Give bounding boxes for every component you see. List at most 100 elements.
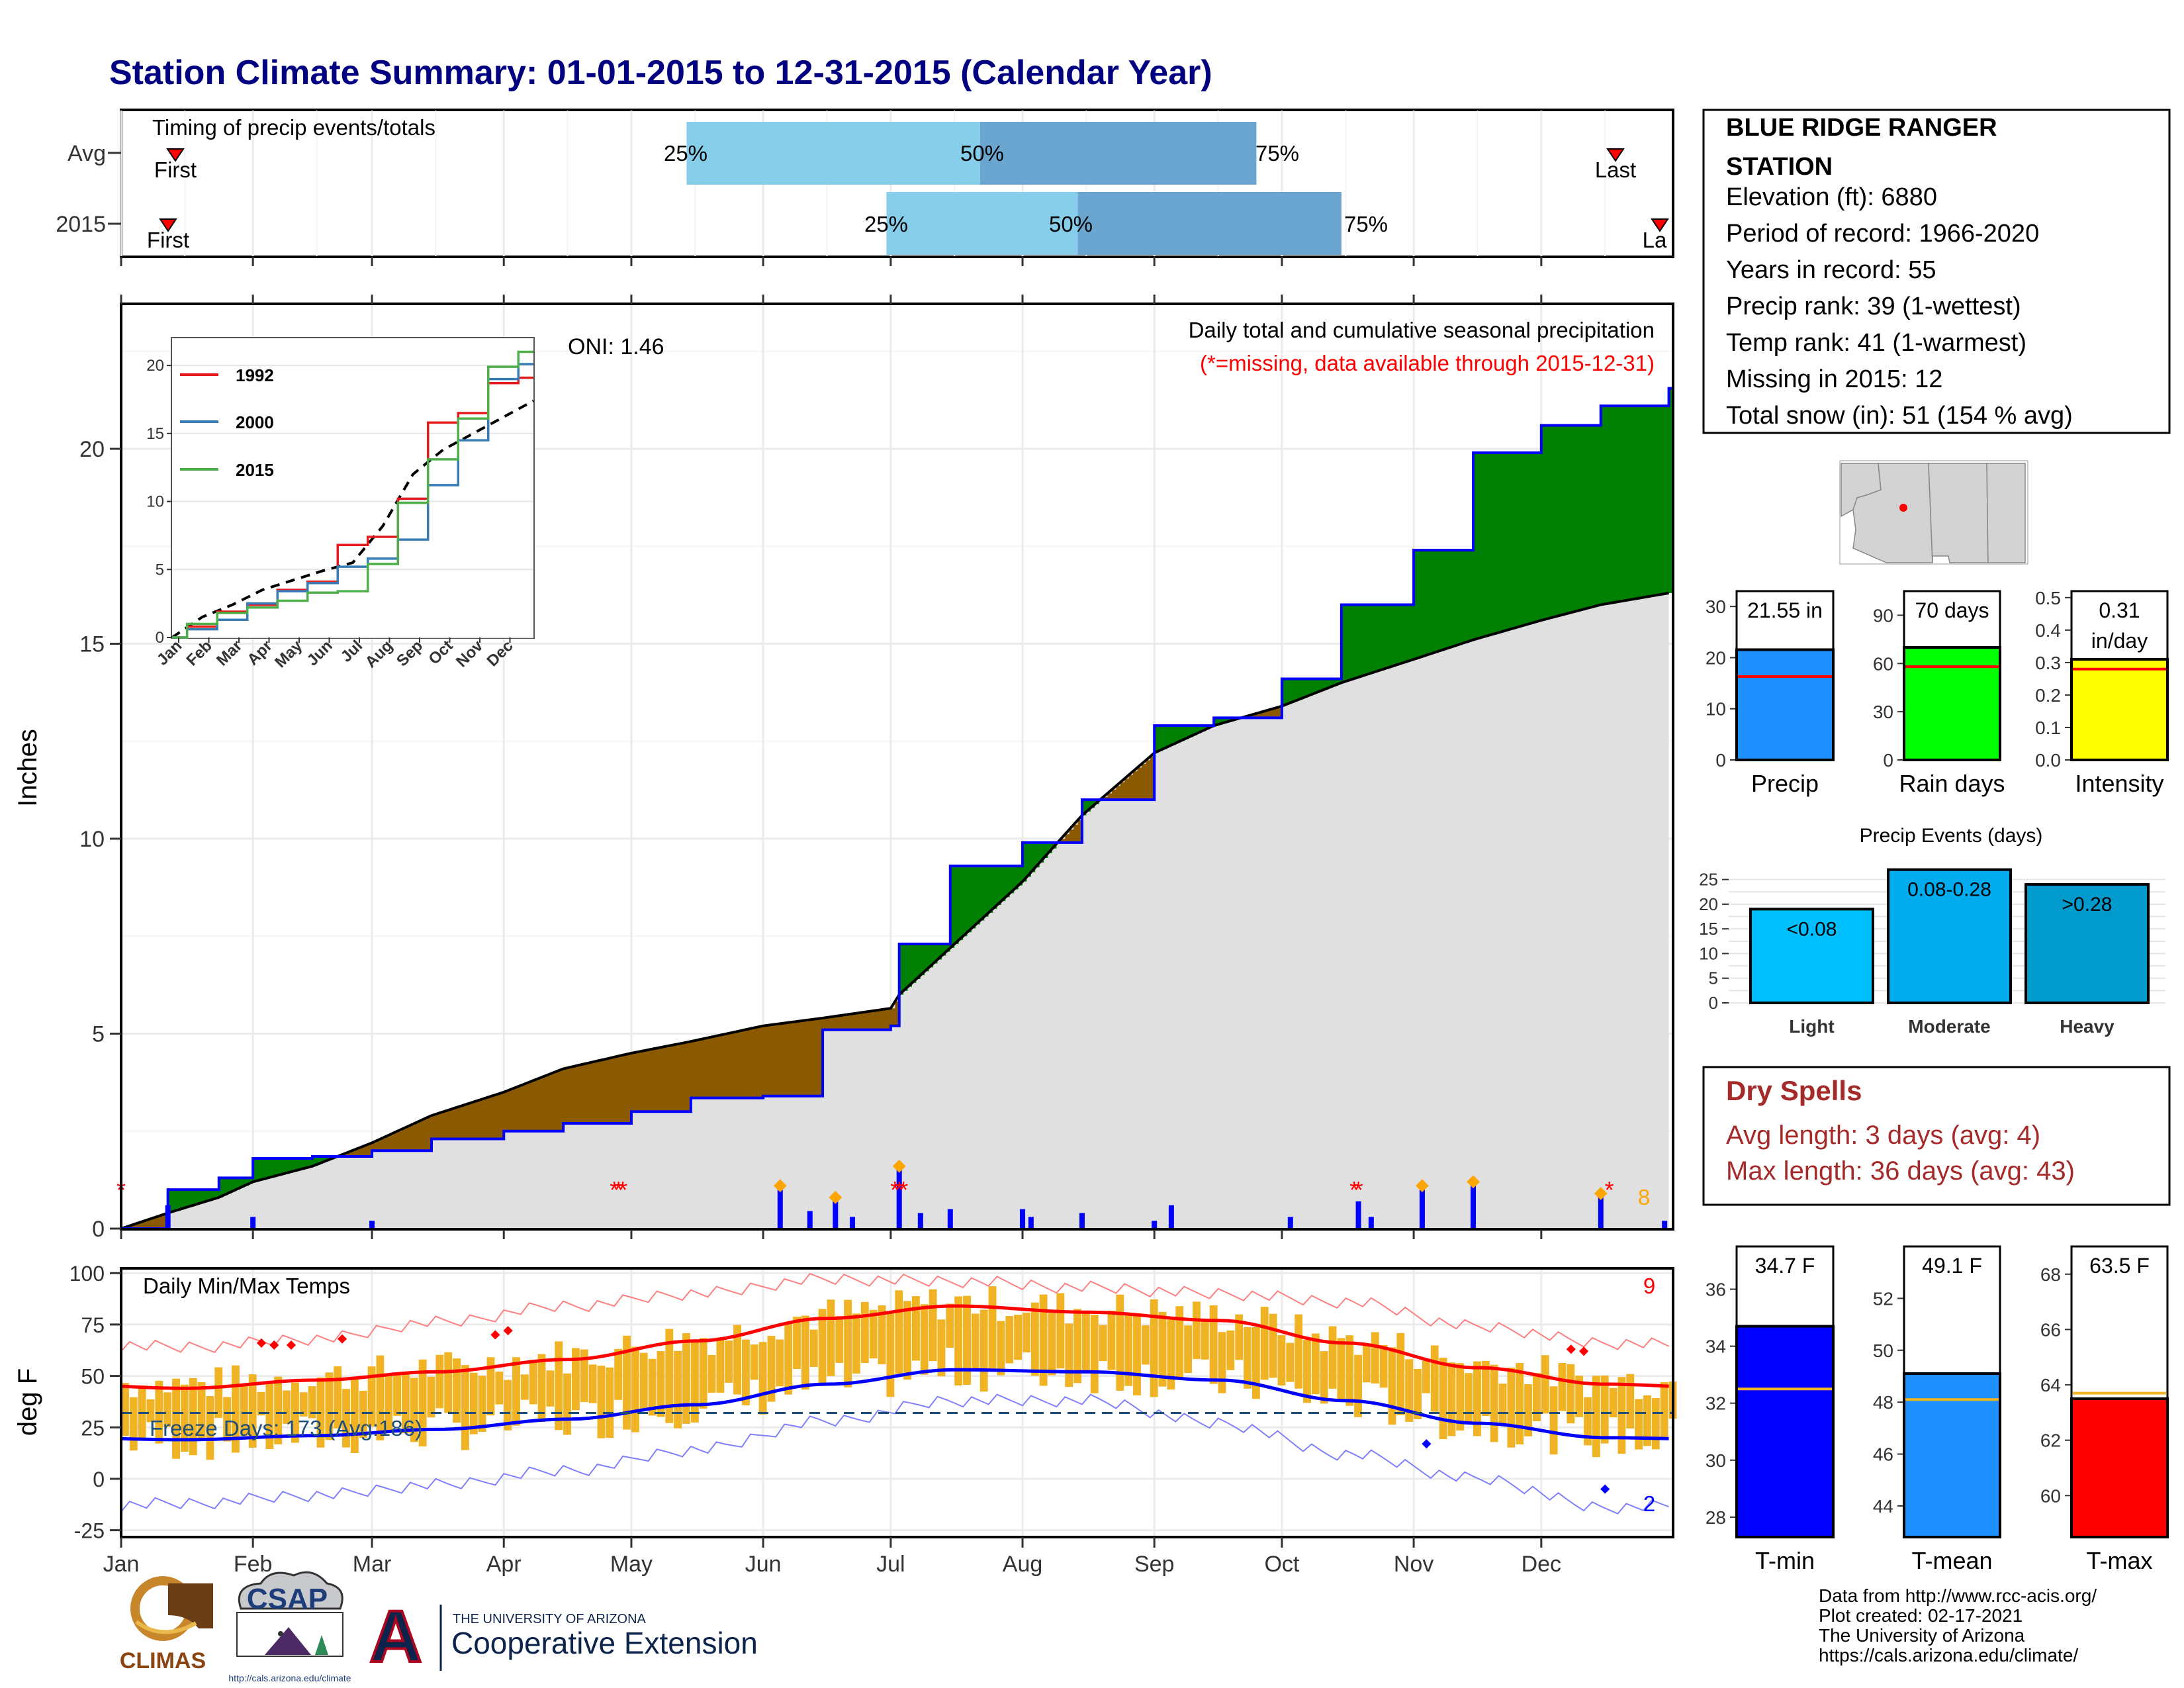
temp-x-tick-label: Apr	[486, 1552, 522, 1577]
temp-x-tick-label: Feb	[234, 1552, 273, 1577]
daily-temp-bar	[597, 1366, 606, 1438]
daily-temp-bar	[172, 1378, 180, 1459]
daily-temp-bar	[385, 1374, 393, 1432]
daily-precip-bars	[165, 1159, 1668, 1229]
inset-y-tick-label: 0	[156, 629, 164, 647]
precip-events-chart: Precip Events (days) 0 5 10 15 20 25 <0.08 Ligh…	[1699, 825, 2165, 1037]
daily-temp-bar	[453, 1358, 461, 1423]
precip-y-label: Inches	[13, 729, 42, 807]
daily-temp-bar	[869, 1309, 878, 1359]
daily-temp-bar	[248, 1374, 257, 1448]
record-high-marker	[256, 1338, 267, 1348]
daily-temp-bar	[223, 1397, 232, 1442]
daily-precip-bar	[1419, 1186, 1425, 1229]
daily-temp-bar	[1056, 1293, 1065, 1369]
daily-temp-bar	[376, 1355, 385, 1441]
raindays-summary-bar	[1903, 646, 2001, 761]
tmin-summary-tick-label: 36	[1706, 1280, 1726, 1300]
daily-temp-bar	[1030, 1302, 1039, 1376]
timing-avg-p25-label: 25%	[664, 141, 707, 165]
daily-temp-bar	[146, 1399, 155, 1423]
daily-temp-bar	[189, 1378, 197, 1456]
missing-day-marker: *	[614, 1176, 623, 1203]
daily-temp-bar	[860, 1301, 869, 1364]
daily-temp-bar	[1337, 1338, 1345, 1399]
record-high-count: 9	[1643, 1274, 1655, 1298]
daily-temp-bar	[1320, 1351, 1328, 1404]
precip-y-tick-label: 5	[92, 1021, 105, 1047]
station-location-dot	[1899, 504, 1907, 512]
daily-record-marker	[829, 1190, 842, 1204]
daily-temp-bar	[818, 1309, 827, 1385]
timing-bar-q2	[1077, 192, 1342, 255]
daily-temp-bar	[623, 1335, 631, 1430]
daily-temp-bar	[461, 1365, 469, 1450]
daily-temp-bar	[1516, 1363, 1524, 1444]
record-high-marker	[490, 1330, 500, 1340]
intensity-summary-tick-label: 0.1	[2035, 718, 2061, 738]
inset-legend-2000: 2000	[236, 412, 274, 432]
inset-y-tick-label: 15	[146, 425, 164, 443]
tmax-summary-value: 63.5 F	[2089, 1254, 2150, 1278]
temp-caption: Daily Min/Max Temps	[143, 1274, 350, 1298]
daily-temp-bar	[197, 1382, 206, 1440]
daily-temp-bar	[1209, 1305, 1218, 1384]
avg-cumulative-area	[121, 592, 1669, 1229]
daily-temp-bar	[971, 1313, 979, 1369]
record-high-marker	[269, 1340, 279, 1350]
cumulative-2015-line	[121, 387, 1673, 1230]
daily-temp-bar	[1388, 1347, 1396, 1425]
daily-precip-bar	[833, 1197, 839, 1229]
station-temp-rank: Temp rank: 41 (1-warmest)	[1726, 329, 2026, 357]
daily-precip-bar	[1020, 1209, 1026, 1229]
daily-temp-bar	[639, 1352, 648, 1411]
precip-y-axis: 0 5 10 15 20	[79, 437, 121, 1242]
daily-temp-bar	[469, 1372, 478, 1434]
temp-y-label: deg F	[13, 1368, 42, 1436]
daily-temp-bar	[1277, 1335, 1286, 1385]
missing-day-marker: *	[1354, 1176, 1363, 1203]
daily-temp-bar	[1311, 1333, 1320, 1395]
daily-temp-bar	[665, 1329, 674, 1423]
daily-temp-bar	[937, 1319, 946, 1377]
daily-temp-bar	[1490, 1364, 1498, 1442]
daily-temp-bar	[283, 1390, 291, 1425]
daily-temp-bar	[682, 1333, 690, 1424]
first-label-2015: First	[147, 228, 189, 252]
daily-precip-bar	[1471, 1182, 1477, 1229]
tmax-summary-bar	[2070, 1397, 2169, 1539]
daily-temp-bar	[1201, 1321, 1209, 1360]
station-years: Years in record: 55	[1726, 256, 1936, 284]
daily-temp-bar	[418, 1359, 427, 1447]
daily-temp-bar	[274, 1376, 283, 1444]
temp-y-tick-label: 0	[93, 1468, 105, 1491]
daily-temp-bar	[809, 1329, 818, 1368]
daily-temp-bar	[1660, 1382, 1668, 1437]
missing-day-marker: *	[895, 1176, 904, 1203]
daily-temp-bar	[1235, 1314, 1244, 1360]
tmean-summary-tick-label: 50	[1873, 1340, 1893, 1361]
daily-temp-bar	[588, 1364, 597, 1403]
timing-2015-p50-label: 50%	[1049, 212, 1093, 236]
intensity-summary-value-unit: in/day	[2091, 629, 2148, 653]
last-label-2015: La	[1643, 228, 1667, 252]
daily-temp-bar	[367, 1366, 376, 1427]
daily-temp-bar	[1643, 1395, 1651, 1446]
daily-precip-bar	[1028, 1217, 1034, 1229]
missing-day-marker: *	[1605, 1176, 1614, 1203]
events-y-tick-label: 0	[1709, 993, 1718, 1013]
tmin-summary-value: 34.7 F	[1755, 1254, 1815, 1278]
precip-events-bars: 0 5 10 15 20 25 <0.08 Light 0.08-0.28 Moderate >0.…	[1699, 868, 2165, 1037]
daily-temp-bar	[1150, 1299, 1158, 1397]
daily-temp-bar	[1303, 1340, 1311, 1403]
inset-2000-line	[172, 363, 533, 639]
daily-temp-bar	[572, 1348, 580, 1411]
daily-temp-bar	[427, 1376, 435, 1418]
daily-temp-bar	[1609, 1387, 1617, 1418]
tmin-summary-bar	[1735, 1325, 1835, 1538]
daily-temp-bar	[776, 1339, 784, 1387]
inset-y-tick-label: 10	[146, 493, 164, 511]
daily-temp-bar	[537, 1354, 546, 1422]
events-bar-range: 0.08-0.28	[1907, 879, 1991, 901]
